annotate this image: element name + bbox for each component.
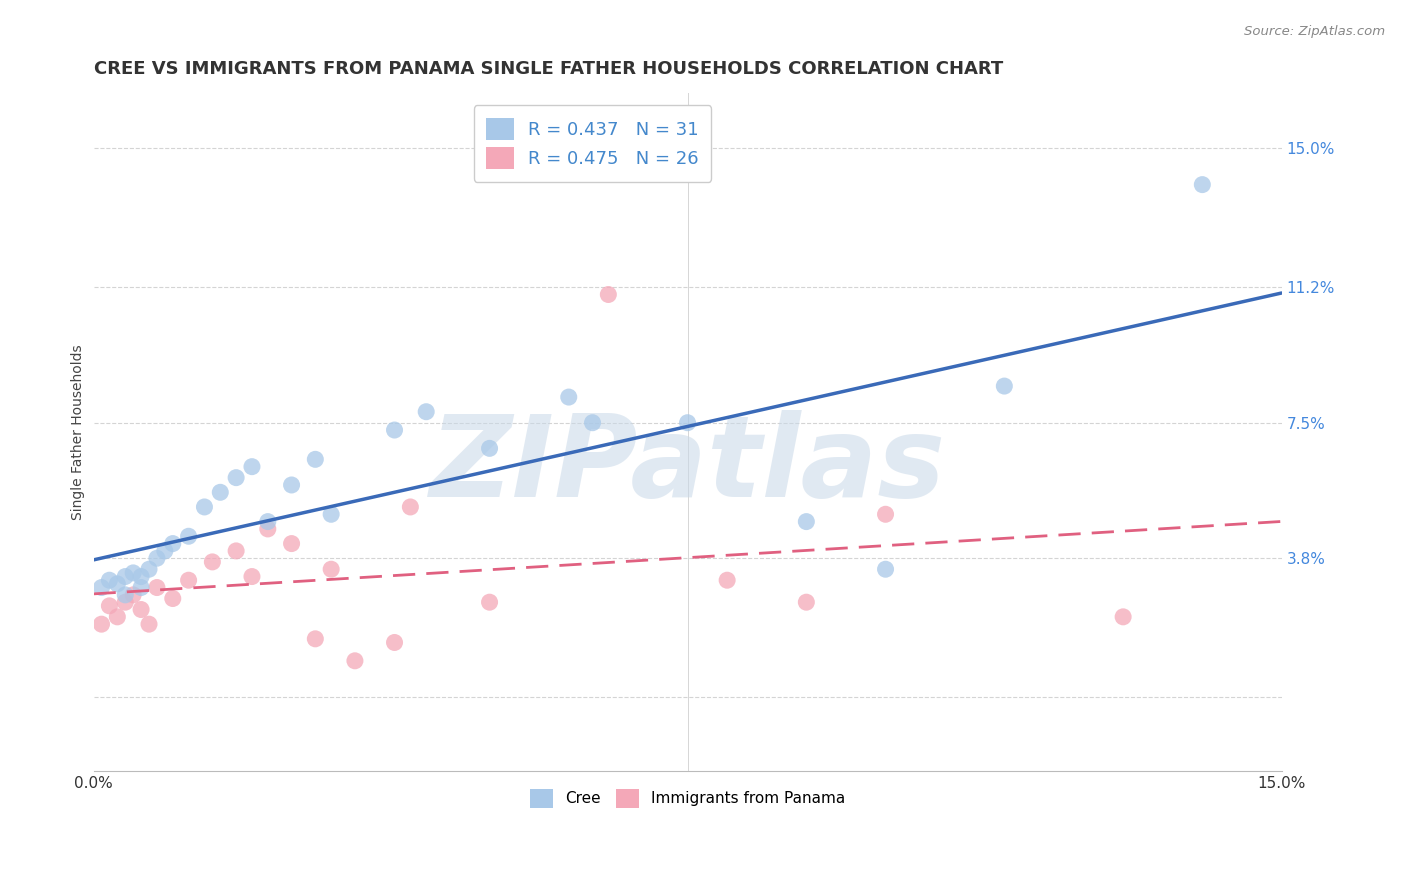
Point [280,478,302,492]
Point [201,555,224,569]
Point [177,529,200,543]
Point [399,500,422,514]
Point [384,635,406,649]
Point [256,515,278,529]
Point [558,390,581,404]
Point [875,562,897,576]
Point [321,508,343,522]
Text: Source: ZipAtlas.com: Source: ZipAtlas.com [1244,25,1385,38]
Point [193,500,215,514]
Point [796,595,818,609]
Point [98,573,121,587]
Point [225,544,247,558]
Point [153,544,176,558]
Point [304,452,326,467]
Point [875,508,897,522]
Point [240,569,263,583]
Point [122,566,145,580]
Point [105,577,128,591]
Point [1191,178,1213,192]
Point [129,581,152,595]
Point [225,470,247,484]
Point [716,573,738,587]
Point [209,485,232,500]
Point [280,536,302,550]
Point [384,423,406,437]
Point [256,522,278,536]
Point [98,599,121,613]
Point [114,588,136,602]
Point [162,536,184,550]
Legend: Cree, Immigrants from Panama: Cree, Immigrants from Panama [523,783,852,814]
Point [581,416,603,430]
Point [415,405,437,419]
Point [90,617,112,632]
Point [129,569,152,583]
Point [343,654,366,668]
Point [304,632,326,646]
Point [146,551,169,566]
Y-axis label: Single Father Households: Single Father Households [72,344,86,520]
Point [129,602,152,616]
Point [122,588,145,602]
Text: ZIPatlas: ZIPatlas [429,410,946,521]
Point [162,591,184,606]
Point [796,515,818,529]
Point [993,379,1015,393]
Point [240,459,263,474]
Point [114,595,136,609]
Point [114,569,136,583]
Point [177,573,200,587]
Point [598,287,620,301]
Point [105,610,128,624]
Point [478,595,501,609]
Point [138,617,160,632]
Point [90,581,112,595]
Point [1112,610,1135,624]
Text: CREE VS IMMIGRANTS FROM PANAMA SINGLE FATHER HOUSEHOLDS CORRELATION CHART: CREE VS IMMIGRANTS FROM PANAMA SINGLE FA… [94,60,1002,78]
Point [478,442,501,456]
Point [138,562,160,576]
Point [676,416,699,430]
Point [146,581,169,595]
Point [321,562,343,576]
